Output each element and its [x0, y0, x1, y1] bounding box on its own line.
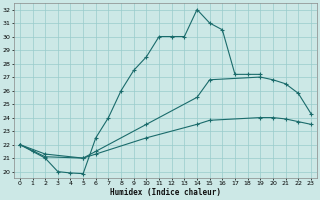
X-axis label: Humidex (Indice chaleur): Humidex (Indice chaleur)	[110, 188, 221, 197]
